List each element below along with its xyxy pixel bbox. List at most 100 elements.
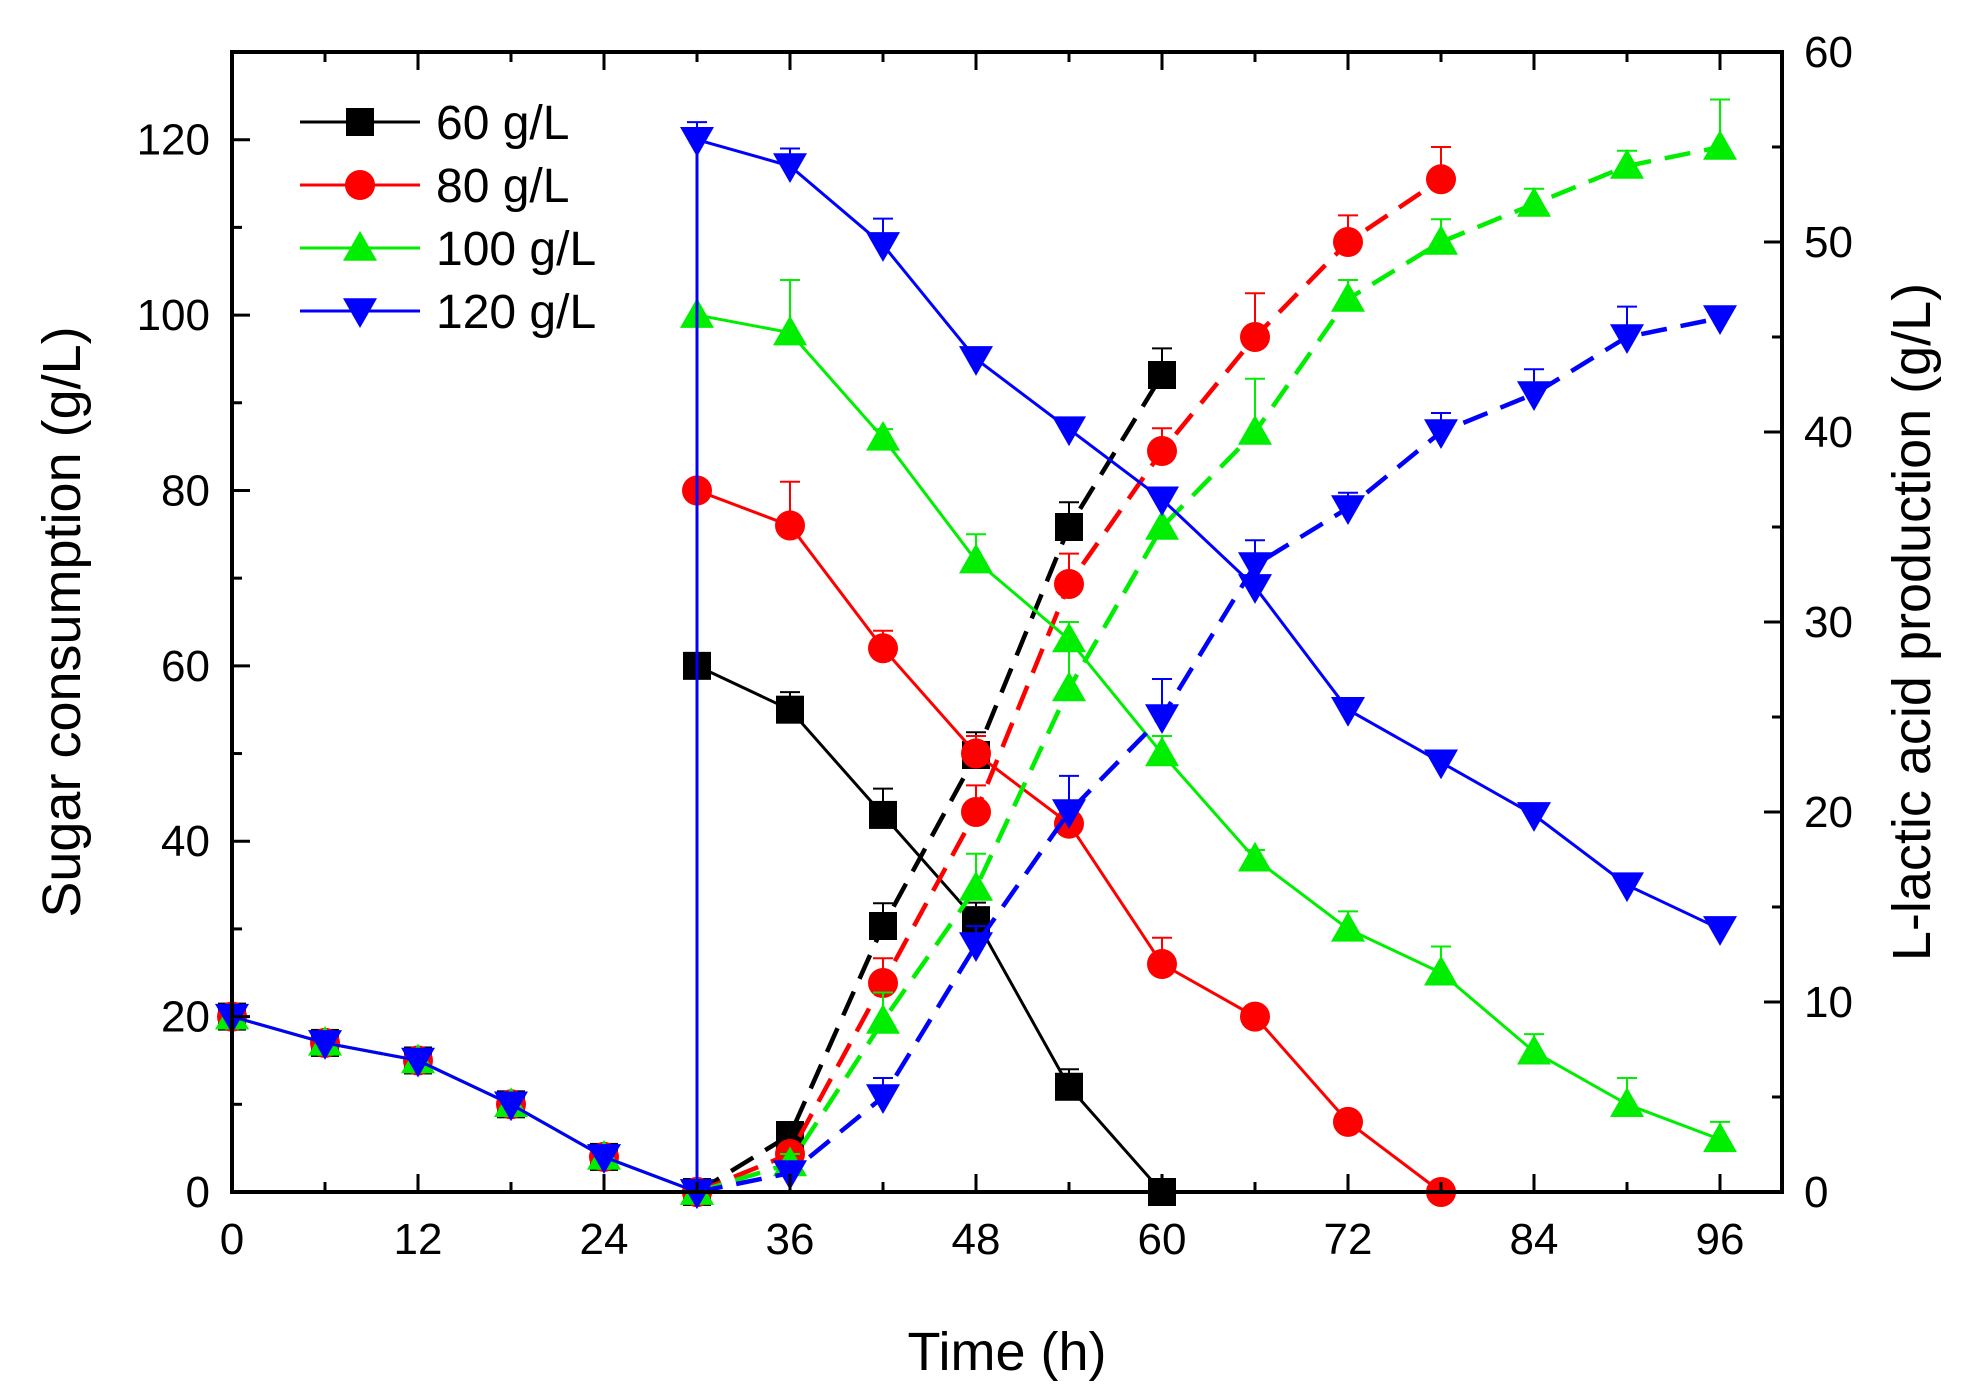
lactic-point xyxy=(1145,704,1179,734)
x-tick-label: 96 xyxy=(1696,1215,1745,1264)
lactic-point xyxy=(1052,671,1086,702)
sugar-point xyxy=(1331,696,1365,727)
sugar-point xyxy=(959,543,993,574)
legend-label: 80 g/L xyxy=(436,160,569,213)
sugar-point xyxy=(1517,802,1551,832)
sugar-point xyxy=(869,800,897,829)
sugar-point xyxy=(776,695,804,724)
lactic-line xyxy=(696,144,1721,1195)
lactic-point xyxy=(869,912,897,940)
y2-tick-label: 50 xyxy=(1804,218,1853,267)
sugar-point xyxy=(959,346,993,376)
lactic-point xyxy=(1610,149,1644,179)
lactic-point xyxy=(1238,415,1272,445)
legend-marker xyxy=(345,170,375,200)
sugar-point xyxy=(773,315,807,346)
lactic-point xyxy=(1145,510,1179,540)
tick-layer: 0 12 24 36 48 60 72 84 96 0 20 40 60 80 100 120 0 10 20 30 4… xyxy=(137,28,1853,1264)
sugar-point xyxy=(773,153,807,183)
lactic-point xyxy=(1517,187,1551,217)
x-tick-label: 12 xyxy=(394,1215,443,1264)
sugar-point xyxy=(866,420,900,451)
sugar-point xyxy=(1145,736,1179,767)
sugar-point xyxy=(1240,1001,1270,1032)
lactic-point xyxy=(961,797,991,827)
y2-tick-label: 30 xyxy=(1804,598,1853,647)
sugar-point xyxy=(1610,1087,1644,1118)
y-tick-label: 0 xyxy=(186,1168,210,1217)
x-tick-label: 24 xyxy=(580,1215,629,1264)
sugar-point xyxy=(1055,1072,1083,1101)
sugar-point xyxy=(1331,911,1365,942)
legend-marker xyxy=(343,231,377,261)
sugar-point xyxy=(587,1144,621,1174)
sugar-point xyxy=(1052,416,1086,447)
sugar-point xyxy=(494,1091,528,1122)
sugar-point xyxy=(401,1047,435,1078)
lactic-point xyxy=(1610,324,1644,354)
legend: 60 g/L 80 g/L 100 g/L 120 g/L xyxy=(300,97,596,339)
x-tick-label: 84 xyxy=(1510,1215,1559,1264)
sugar-point xyxy=(1333,1106,1363,1137)
lactic-point xyxy=(1703,130,1737,160)
y-tick-label: 40 xyxy=(161,817,210,866)
lactic-point xyxy=(1055,513,1083,541)
sugar-point xyxy=(1424,955,1458,986)
sugar-point xyxy=(1238,841,1272,872)
legend-label: 60 g/L xyxy=(436,97,569,150)
sugar-point xyxy=(775,510,805,541)
lactic-line xyxy=(696,315,1721,1195)
sugar-point xyxy=(1610,872,1644,903)
sugar-point xyxy=(1052,622,1086,653)
series-layer xyxy=(215,98,1737,1209)
legend-item: 80 g/L xyxy=(300,160,569,213)
lactic-point xyxy=(1052,799,1086,829)
sugar-point xyxy=(308,1030,342,1060)
y2-tick-label: 20 xyxy=(1804,788,1853,837)
lactic-point xyxy=(1148,361,1176,389)
legend-item: 120 g/L xyxy=(300,286,596,339)
y-axis-title: Sugar consumption (g/L) xyxy=(32,326,92,917)
lactic-point xyxy=(1517,381,1551,411)
lactic-line xyxy=(695,373,1164,1194)
x-tick-label: 72 xyxy=(1324,1215,1373,1264)
lactic-point xyxy=(866,1084,900,1114)
y2-axis-title: L-lactic acid production (g/L) xyxy=(1882,283,1942,961)
y2-tick-label: 60 xyxy=(1804,28,1853,77)
lactic-point xyxy=(959,871,993,901)
sugar-point xyxy=(1703,1122,1737,1153)
legend-marker xyxy=(346,108,374,136)
sugar-point xyxy=(866,232,900,262)
sugar-point xyxy=(1238,574,1272,604)
series-3 xyxy=(215,121,1737,1209)
sugar-point xyxy=(680,126,714,157)
y-tick-label: 100 xyxy=(137,291,210,340)
legend-item: 100 g/L xyxy=(300,223,596,276)
legend-marker xyxy=(343,298,377,328)
sugar-point xyxy=(1424,749,1458,780)
sugar-point xyxy=(1147,949,1177,979)
lactic-point xyxy=(1333,227,1363,257)
lactic-point xyxy=(1426,164,1456,195)
sugar-point xyxy=(961,738,991,769)
lactic-point xyxy=(1054,569,1084,599)
lactic-point xyxy=(1424,225,1458,255)
legend-label: 120 g/L xyxy=(436,286,596,339)
y2-tick-label: 40 xyxy=(1804,408,1853,457)
x-tick-label: 48 xyxy=(952,1215,1001,1264)
lactic-point xyxy=(959,932,993,962)
x-tick-label: 60 xyxy=(1138,1215,1187,1264)
lactic-point xyxy=(1703,305,1737,335)
lactic-point xyxy=(1240,322,1270,352)
lactic-point xyxy=(1331,495,1365,525)
y2-tick-label: 10 xyxy=(1804,978,1853,1027)
y-tick-label: 20 xyxy=(161,993,210,1042)
lactic-point xyxy=(680,1179,714,1209)
sugar-point xyxy=(1703,916,1737,946)
lactic-point xyxy=(866,1004,900,1034)
sugar-point xyxy=(868,633,898,664)
x-tick-label: 36 xyxy=(766,1215,815,1264)
x-tick-label: 0 xyxy=(220,1215,244,1264)
legend-label: 100 g/L xyxy=(436,223,596,276)
